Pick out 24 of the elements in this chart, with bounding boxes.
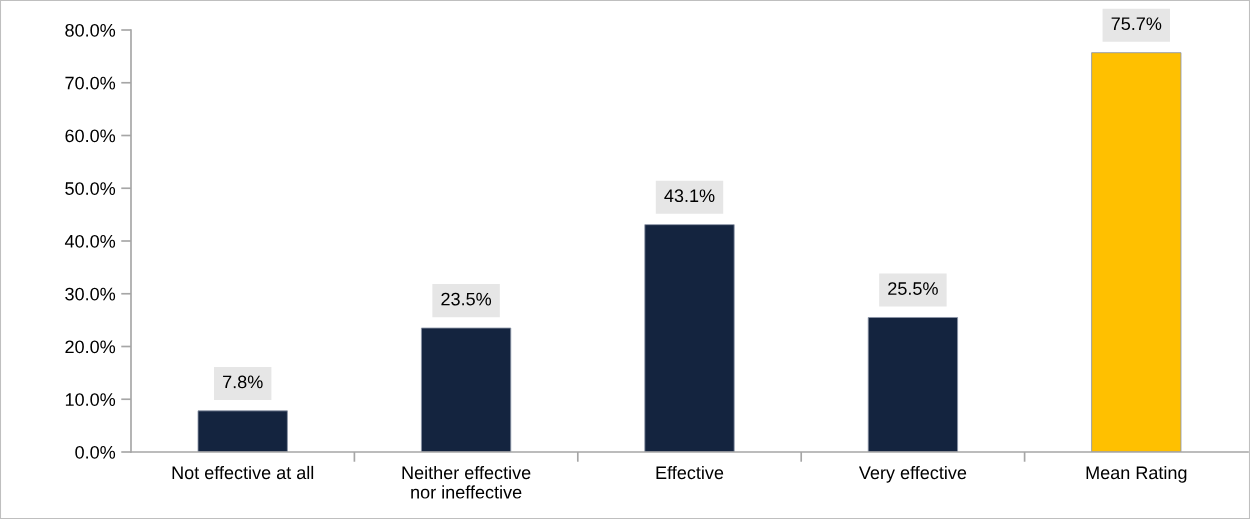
y-tick-label: 10.0% — [65, 393, 116, 406]
bar — [644, 224, 735, 452]
y-tick-label: 30.0% — [65, 287, 116, 301]
x-tick-label: Effective — [656, 465, 724, 480]
data-label: 23.5% — [441, 292, 492, 306]
x-tick-label: Mean Rating — [1086, 465, 1187, 483]
y-tick-label: 60.0% — [65, 129, 116, 143]
bar — [197, 410, 288, 452]
data-label: 7.8% — [223, 375, 263, 389]
x-tick-label: Neither effective nor ineffective — [402, 465, 531, 499]
x-tick-label: Very effective — [858, 465, 967, 483]
y-tick-label: 50.0% — [65, 182, 116, 195]
y-tick-label: 40.0% — [64, 234, 116, 248]
y-tick-label: 20.0% — [65, 340, 116, 354]
bar — [1091, 52, 1182, 452]
bar — [867, 317, 958, 452]
y-tick-label: 0.0% — [75, 445, 116, 459]
data-label: 25.5% — [888, 282, 938, 295]
data-label: 75.7% — [1111, 17, 1162, 31]
data-label: 43.1% — [664, 189, 715, 203]
y-tick-label: 80.0% — [65, 23, 116, 37]
y-tick-label: 70.0% — [65, 76, 116, 90]
x-tick-label: Not effective at all — [172, 465, 314, 480]
bar — [421, 327, 512, 452]
